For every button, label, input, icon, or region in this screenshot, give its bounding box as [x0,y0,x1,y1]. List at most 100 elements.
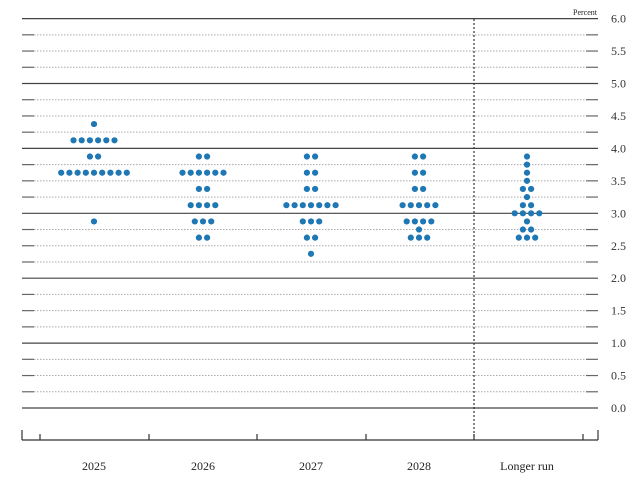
participant-dot [199,218,207,225]
participant-dot [99,169,106,176]
participant-dot [407,234,414,241]
participant-dot [523,153,531,160]
participant-dot [515,234,522,241]
y-tick-label: 3.0 [611,206,626,220]
participant-dot [420,153,427,160]
y-tick-label: 1.0 [611,336,626,350]
participant-dot [291,202,298,209]
participant-dot [187,169,194,176]
participant-dot [536,210,543,217]
x-category-label: 2028 [407,459,431,473]
participant-dot [528,202,535,209]
y-tick-label: 5.0 [611,77,626,91]
participant-dot [432,202,439,209]
participant-dot [312,185,319,193]
y-tick-label: 3.5 [611,174,626,188]
participant-dot [415,202,423,209]
participant-dot [420,169,427,176]
participant-dot [187,202,194,209]
participant-dot [316,202,323,209]
participant-dot [519,226,527,233]
participant-dot [82,169,89,176]
y-tick-label: 0.0 [611,401,626,415]
participant-dot [511,210,518,217]
y-tick-label: 2.0 [611,271,626,285]
participant-dot [283,202,290,209]
participant-dot [303,234,310,241]
participant-dot [399,202,406,209]
participant-dot [428,218,435,225]
participant-dot [58,169,65,176]
participant-dot [90,169,98,176]
participant-dot [303,153,310,160]
participant-dot [90,120,98,128]
participant-dot [299,218,306,225]
y-tick-label: 6.0 [611,12,626,26]
x-category-label: 2026 [191,459,215,473]
y-tick-label: 4.5 [611,109,626,123]
participant-dot [407,202,414,209]
participant-dot [212,202,219,209]
participant-dot [191,218,198,225]
participant-dot [420,218,427,225]
dots-layer [58,120,543,257]
x-category-label: 2025 [82,459,106,473]
y-tick-label: 0.5 [611,369,626,383]
participant-dot [312,153,319,160]
participant-dot [208,218,215,225]
participant-dot [411,218,418,225]
participant-dot [179,169,186,176]
participant-dot [424,234,431,241]
participant-dot [332,202,339,209]
participant-dot [307,250,315,257]
participant-dot [195,185,202,193]
participant-dot [316,218,323,225]
participant-dot [519,185,527,193]
participant-dot [95,153,102,160]
participant-dot [111,137,118,144]
participant-dot [115,169,122,176]
participant-dot [195,153,202,160]
participant-dot [312,234,319,241]
participant-dot [204,202,211,209]
participant-dot [312,169,319,176]
participant-dot [424,202,431,209]
participant-dot [303,185,310,193]
x-category-label: 2027 [299,459,323,473]
participant-dot [86,137,93,144]
participant-dot [195,234,202,241]
participant-dot [204,185,211,193]
participant-dot [90,218,98,225]
participant-dot [523,169,531,176]
participant-dot [204,153,211,160]
participant-dot [528,210,535,217]
participant-dot [519,210,527,217]
y-axis: 0.0 0.5 1.0 1.5 2.0 2.5 3.0 3.5 4.0 4.5 5.0 5.5 6.0 [611,12,626,415]
participant-dot [95,137,102,144]
x-category-label: Longer run [500,459,554,473]
participant-dot [307,202,315,209]
participant-dot [523,193,531,201]
gridlines [22,18,598,409]
participant-dot [86,153,93,160]
participant-dot [123,169,130,176]
participant-dot [195,202,202,209]
participant-dot [74,169,81,176]
participant-dot [528,185,535,193]
participant-dot [107,169,114,176]
y-tick-label: 4.0 [611,141,626,155]
participant-dot [523,234,531,241]
y-tick-label: 1.5 [611,304,626,318]
participant-dot [523,177,531,184]
participant-dot [195,169,202,176]
participant-dot [103,137,110,144]
participant-dot [403,218,410,225]
participant-dot [299,202,306,209]
participant-dot [415,226,423,233]
participant-dot [78,137,85,144]
participant-dot [532,234,539,241]
participant-dot [324,202,331,209]
participant-dot [523,218,531,225]
participant-dot [411,169,418,176]
